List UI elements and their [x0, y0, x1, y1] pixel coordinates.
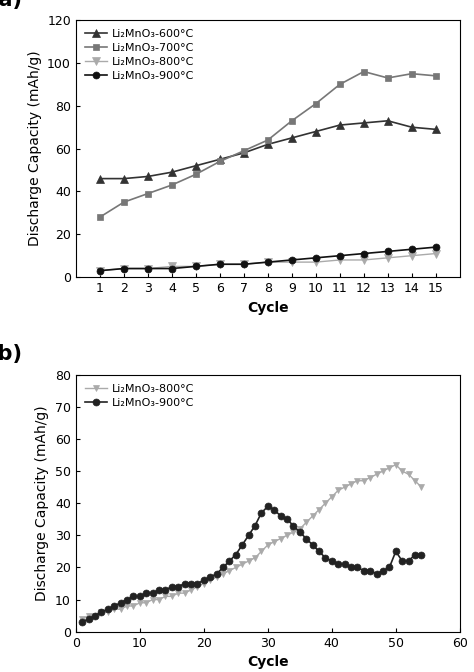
- Li₂MnO₃-800°C: [385, 254, 391, 262]
- Li₂MnO₃-900°C: [419, 550, 424, 558]
- Li₂MnO₃-900°C: [271, 505, 277, 513]
- Li₂MnO₃-600°C: [337, 121, 343, 129]
- Li₂MnO₃-700°C: [337, 81, 343, 89]
- Li₂MnO₃-800°C: [207, 577, 213, 585]
- Li₂MnO₃-900°C: [289, 256, 295, 264]
- Li₂MnO₃-900°C: [79, 618, 85, 626]
- Li₂MnO₃-900°C: [409, 245, 415, 253]
- Line: Li₂MnO₃-900°C: Li₂MnO₃-900°C: [96, 244, 439, 274]
- Li₂MnO₃-800°C: [137, 599, 143, 607]
- Li₂MnO₃-800°C: [409, 251, 415, 259]
- Li₂MnO₃-600°C: [385, 117, 391, 125]
- Li₂MnO₃-700°C: [145, 190, 151, 198]
- Legend: Li₂MnO₃-800°C, Li₂MnO₃-900°C: Li₂MnO₃-800°C, Li₂MnO₃-900°C: [82, 380, 197, 411]
- Li₂MnO₃-900°C: [291, 521, 296, 530]
- Li₂MnO₃-800°C: [419, 483, 424, 491]
- Li₂MnO₃-900°C: [265, 503, 271, 511]
- Li₂MnO₃-700°C: [241, 146, 246, 155]
- Li₂MnO₃-900°C: [284, 515, 290, 523]
- Li₂MnO₃-900°C: [433, 243, 438, 251]
- Li₂MnO₃-900°C: [193, 262, 199, 270]
- Li₂MnO₃-800°C: [241, 260, 246, 268]
- Li₂MnO₃-800°C: [265, 541, 271, 549]
- Line: Li₂MnO₃-700°C: Li₂MnO₃-700°C: [96, 68, 439, 220]
- Li₂MnO₃-600°C: [289, 134, 295, 142]
- Li₂MnO₃-600°C: [217, 155, 223, 163]
- Li₂MnO₃-700°C: [193, 170, 199, 178]
- Li₂MnO₃-900°C: [337, 251, 343, 259]
- Li₂MnO₃-600°C: [97, 175, 103, 183]
- Li₂MnO₃-800°C: [310, 512, 315, 520]
- Li₂MnO₃-800°C: [337, 256, 343, 264]
- Li₂MnO₃-700°C: [409, 70, 415, 78]
- Li₂MnO₃-800°C: [433, 249, 438, 257]
- Li₂MnO₃-600°C: [193, 162, 199, 170]
- Li₂MnO₃-800°C: [289, 258, 295, 266]
- Li₂MnO₃-800°C: [145, 265, 151, 273]
- Li₂MnO₃-900°C: [207, 573, 213, 581]
- Li₂MnO₃-600°C: [241, 149, 246, 157]
- Li₂MnO₃-600°C: [313, 128, 319, 136]
- Li₂MnO₃-900°C: [97, 267, 103, 275]
- Li₂MnO₃-800°C: [121, 265, 127, 273]
- Text: (b): (b): [0, 345, 22, 364]
- Li₂MnO₃-800°C: [313, 258, 319, 266]
- Li₂MnO₃-800°C: [217, 260, 223, 268]
- Li₂MnO₃-800°C: [193, 262, 199, 270]
- Li₂MnO₃-700°C: [97, 213, 103, 221]
- Li₂MnO₃-600°C: [361, 119, 366, 127]
- Li₂MnO₃-900°C: [265, 258, 271, 266]
- Li₂MnO₃-900°C: [241, 260, 246, 268]
- Li₂MnO₃-700°C: [313, 99, 319, 108]
- Li₂MnO₃-800°C: [97, 267, 103, 275]
- Li₂MnO₃-700°C: [385, 74, 391, 82]
- Li₂MnO₃-600°C: [433, 126, 438, 134]
- Li₂MnO₃-800°C: [284, 532, 290, 540]
- Line: Li₂MnO₃-800°C: Li₂MnO₃-800°C: [79, 461, 425, 622]
- Li₂MnO₃-900°C: [385, 247, 391, 255]
- Y-axis label: Discharge Capacity (mAh/g): Discharge Capacity (mAh/g): [27, 51, 42, 247]
- Li₂MnO₃-700°C: [217, 157, 223, 165]
- Li₂MnO₃-800°C: [278, 534, 283, 542]
- Li₂MnO₃-600°C: [169, 168, 174, 176]
- Li₂MnO₃-800°C: [361, 256, 366, 264]
- Li₂MnO₃-900°C: [361, 249, 366, 257]
- Li₂MnO₃-800°C: [265, 258, 271, 266]
- Li₂MnO₃-800°C: [393, 460, 399, 468]
- X-axis label: Cycle: Cycle: [247, 655, 289, 669]
- Li₂MnO₃-600°C: [409, 123, 415, 131]
- Li₂MnO₃-600°C: [265, 140, 271, 149]
- Li₂MnO₃-900°C: [137, 592, 143, 600]
- Li₂MnO₃-700°C: [289, 117, 295, 125]
- Line: Li₂MnO₃-900°C: Li₂MnO₃-900°C: [79, 503, 425, 626]
- Li₂MnO₃-900°C: [169, 265, 174, 273]
- Li₂MnO₃-600°C: [145, 173, 151, 181]
- Li₂MnO₃-900°C: [217, 260, 223, 268]
- Text: (a): (a): [0, 0, 22, 10]
- Li₂MnO₃-800°C: [169, 262, 174, 270]
- Li₂MnO₃-900°C: [316, 548, 322, 556]
- Li₂MnO₃-900°C: [313, 254, 319, 262]
- Line: Li₂MnO₃-800°C: Li₂MnO₃-800°C: [96, 249, 440, 275]
- Y-axis label: Discharge Capacity (mAh/g): Discharge Capacity (mAh/g): [36, 405, 49, 601]
- Li₂MnO₃-700°C: [121, 198, 127, 206]
- Li₂MnO₃-900°C: [121, 265, 127, 273]
- Line: Li₂MnO₃-600°C: Li₂MnO₃-600°C: [96, 117, 440, 183]
- Li₂MnO₃-800°C: [79, 615, 85, 623]
- X-axis label: Cycle: Cycle: [247, 300, 289, 314]
- Li₂MnO₃-600°C: [121, 175, 127, 183]
- Li₂MnO₃-900°C: [145, 265, 151, 273]
- Li₂MnO₃-700°C: [361, 67, 366, 75]
- Legend: Li₂MnO₃-600°C, Li₂MnO₃-700°C, Li₂MnO₃-800°C, Li₂MnO₃-900°C: Li₂MnO₃-600°C, Li₂MnO₃-700°C, Li₂MnO₃-80…: [82, 26, 197, 84]
- Li₂MnO₃-700°C: [265, 136, 271, 144]
- Li₂MnO₃-700°C: [169, 181, 174, 189]
- Li₂MnO₃-700°C: [433, 72, 438, 80]
